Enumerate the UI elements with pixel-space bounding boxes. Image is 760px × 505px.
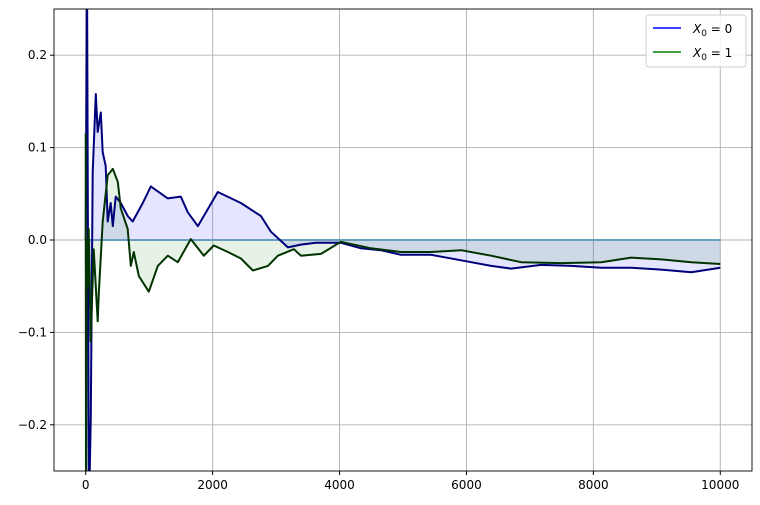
series-fill-1 <box>85 133 721 471</box>
y-tick-label: −0.2 <box>18 418 47 432</box>
y-axis: −0.2 −0.1 0.0 0.1 0.2 <box>18 48 54 432</box>
x-tick-label: 2000 <box>197 478 228 492</box>
series-lines <box>84 9 721 471</box>
x-tick-label: 0 <box>82 478 90 492</box>
legend-label-0: X0 = 0 <box>692 22 732 39</box>
x-tick-label: 10000 <box>701 478 739 492</box>
y-tick-label: 0.2 <box>28 48 47 62</box>
legend-label-1: X0 = 1 <box>692 46 732 63</box>
series-line-1 <box>84 133 721 471</box>
x-axis: 0 2000 4000 6000 8000 10000 <box>82 471 739 492</box>
legend: X0 = 0 X0 = 1 <box>645 14 747 68</box>
y-tick-label: 0.1 <box>28 141 47 155</box>
x-tick-label: 8000 <box>578 478 609 492</box>
x-tick-label: 6000 <box>451 478 482 492</box>
y-tick-label: −0.1 <box>18 325 47 339</box>
y-tick-label: 0.0 <box>28 233 47 247</box>
x-tick-label: 4000 <box>324 478 355 492</box>
series-line-0 <box>84 9 721 471</box>
